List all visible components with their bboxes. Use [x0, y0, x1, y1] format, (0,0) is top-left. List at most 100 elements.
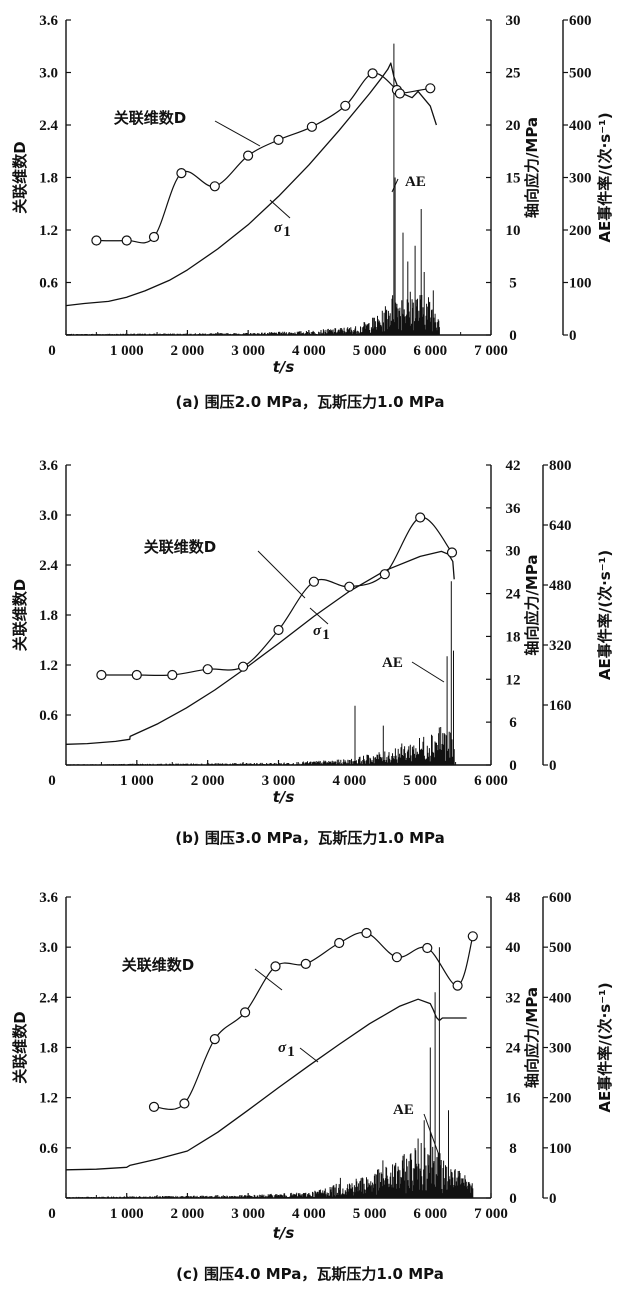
x-tick-label: 1 000 — [110, 343, 144, 359]
y-left-tick-label: 3.0 — [39, 940, 58, 956]
axial-stress-series — [65, 550, 455, 745]
x-tick-label: 1 000 — [110, 1206, 144, 1222]
x-axis-label: t/s — [273, 1224, 295, 1242]
correlation-dimension-point — [308, 576, 319, 587]
correlation-dimension-point — [243, 150, 254, 161]
correlation-dimension-point — [379, 569, 390, 580]
correlation-dimension-point — [240, 1007, 251, 1018]
y-right1-tick-label: 12 — [506, 672, 521, 688]
y-right1-tick-label: 30 — [506, 13, 521, 29]
y-right1-tick-label: 36 — [506, 501, 522, 517]
y-left-tick-label: 3.0 — [39, 508, 58, 524]
correlation-dimension-point — [415, 512, 426, 523]
y-right2-tick-label: 320 — [549, 638, 572, 654]
y-right1-tick-label: 32 — [506, 990, 521, 1006]
correlation-dimension-point — [446, 547, 458, 558]
y-right2-tick-label: 200 — [569, 223, 592, 239]
y-right2-tick-label: 0 — [549, 1191, 557, 1207]
y-right2-tick-label: 300 — [569, 171, 592, 187]
x-tick-label: 4 000 — [292, 1206, 326, 1222]
x-tick-label: 6 000 — [413, 343, 447, 359]
correlation-dimension-point — [148, 1101, 160, 1113]
annotation-d-leader — [257, 550, 306, 599]
annotation-d-label: 关联维数D — [122, 956, 194, 974]
y-left-tick-label: 3.6 — [39, 13, 58, 29]
y-right2-tick-label: 400 — [549, 990, 572, 1006]
y-right1-tick-label: 18 — [506, 629, 521, 645]
annotation-ae-label: AE — [393, 1102, 414, 1118]
annotation-d-label: 关联维数D — [114, 109, 186, 127]
correlation-dimension-point — [344, 581, 355, 592]
y-left-axis-label: 关联维数D — [11, 1011, 29, 1083]
ae-event-rate-series — [65, 947, 474, 1198]
panel-caption: (c) 围压4.0 MPa，瓦斯压力1.0 MPa — [176, 1265, 444, 1283]
x-tick-label: 2 000 — [171, 343, 205, 359]
annotation-ae-label: AE — [382, 655, 403, 671]
annotation-ae-label: AE — [405, 174, 426, 190]
correlation-dimension-series — [96, 72, 431, 244]
correlation-dimension-point — [391, 952, 402, 963]
correlation-dimension-point — [96, 669, 107, 681]
y-left-tick-label: 0.6 — [39, 1141, 58, 1157]
annotation-sigma-leader — [299, 1047, 319, 1063]
y-right1-tick-label: 20 — [506, 118, 521, 134]
y-right1-tick-label: 16 — [506, 1091, 522, 1107]
y-left-tick-label: 0.6 — [39, 276, 58, 292]
y-right2-tick-label: 160 — [549, 698, 572, 714]
y-right2-axis-label: AE事件率/(次·s⁻¹) — [596, 982, 614, 1112]
annotation-d-leader — [254, 968, 283, 991]
correlation-dimension-point — [425, 83, 436, 94]
y-right2-tick-label: 0 — [569, 328, 577, 344]
annotation-ae-leader — [391, 178, 399, 193]
ae-event-rate-series — [65, 43, 440, 335]
y-right2-tick-label: 640 — [549, 518, 572, 534]
chart-panel-c: 0 1 000 2 000 3 000 4 000 5 000 6 000 7 000 0.6 1… — [11, 890, 614, 1283]
y-right1-axis-label: 轴向应力/MPa — [523, 987, 541, 1088]
correlation-dimension-point — [167, 669, 178, 681]
y-left-axis-label: 关联维数D — [11, 579, 29, 651]
y-left-tick-label: 1.8 — [39, 608, 58, 624]
y-right1-tick-label: 6 — [509, 715, 517, 731]
correlation-dimension-point — [273, 624, 284, 636]
y-right1-tick-label: 30 — [506, 544, 521, 560]
y-right2-tick-label: 800 — [549, 458, 572, 474]
y-left-tick-label: 1.2 — [39, 658, 58, 674]
annotation-sigma-leader — [309, 607, 329, 625]
y-right1-tick-label: 8 — [509, 1141, 517, 1157]
axial-stress-series — [65, 62, 438, 307]
correlation-dimension-point — [121, 235, 132, 246]
correlation-dimension-point — [176, 168, 187, 179]
x-tick-label: 0 — [48, 343, 56, 359]
annotation-d-leader — [214, 120, 261, 147]
annotation-sigma-label: σ — [274, 220, 283, 236]
correlation-dimension-point — [270, 961, 281, 972]
y-right2-tick-label: 600 — [549, 890, 572, 906]
x-axis-label: t/s — [273, 788, 295, 806]
y-right1-tick-label: 0 — [509, 328, 517, 344]
x-tick-label: 7 000 — [474, 1206, 508, 1222]
y-left-axis-label: 关联维数D — [11, 141, 29, 213]
y-right1-tick-label: 48 — [506, 890, 521, 906]
y-left-tick-label: 1.8 — [39, 171, 58, 187]
x-tick-label: 3 000 — [231, 1206, 265, 1222]
correlation-dimension-point — [238, 661, 249, 672]
chart-panel-b: 0 1 000 2 000 3 000 4 000 5 000 6 000 0.6 1.2 1.8… — [11, 458, 614, 847]
correlation-dimension-point — [209, 181, 220, 192]
correlation-dimension-point — [334, 937, 345, 949]
x-tick-label: 5 000 — [403, 773, 437, 789]
y-right2-axis-label: AE事件率/(次·s⁻¹) — [596, 112, 614, 242]
y-left-tick-label: 2.4 — [39, 558, 58, 574]
x-tick-label: 7 000 — [474, 343, 508, 359]
annotation-sigma-label: σ — [313, 623, 322, 639]
x-tick-label: 1 000 — [120, 773, 154, 789]
correlation-dimension-point — [367, 68, 378, 79]
y-right1-tick-label: 42 — [506, 458, 521, 474]
correlation-dimension-point — [273, 134, 284, 145]
panel-caption: (a) 围压2.0 MPa，瓦斯压力1.0 MPa — [176, 393, 445, 411]
correlation-dimension-point — [179, 1098, 190, 1109]
x-tick-label: 0 — [48, 1206, 56, 1222]
y-right2-tick-label: 100 — [569, 276, 592, 292]
y-right1-tick-label: 10 — [506, 223, 521, 239]
y-right2-tick-label: 600 — [569, 13, 592, 29]
